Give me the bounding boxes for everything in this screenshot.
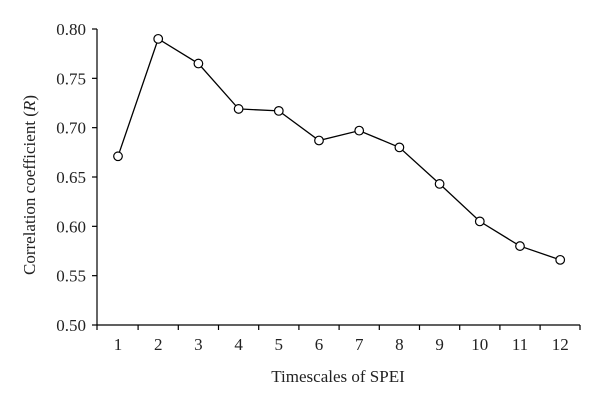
data-point [193,58,204,69]
data-point [434,179,445,189]
data-point [273,105,284,116]
y-tick-label: 0.65 [56,168,86,187]
y-axis-title-prefix: Correlation coefficient ( [20,111,39,275]
data-point [515,241,525,251]
x-tick-label: 8 [395,335,404,354]
x-tick-label: 5 [275,335,284,354]
x-ticks: 1 2 3 4 5 6 7 8 9 10 11 12 [96,325,581,354]
data-point [233,104,244,114]
x-tick-label: 4 [234,335,243,354]
x-tick-label: 1 [114,335,123,354]
y-tick-label: 0.80 [56,20,86,39]
x-tick-label: 3 [194,335,203,354]
data-points [113,33,566,265]
data-point [394,142,405,153]
y-tick-label: 0.50 [56,316,86,335]
data-point [474,216,485,227]
x-tick-label: 12 [552,335,569,354]
y-axis-title-symbol: R [20,100,39,112]
x-tick-label: 7 [355,335,364,354]
data-point [555,254,566,265]
data-point [153,33,164,44]
y-tick-label: 0.60 [56,217,86,236]
data-point [314,135,324,146]
y-tick-label: 0.75 [56,69,86,88]
data-point [113,151,123,162]
x-tick-label: 9 [435,335,444,354]
x-axis-title: Timescales of SPEI [271,367,405,386]
x-tick-label: 11 [512,335,528,354]
x-tick-label: 2 [154,335,163,354]
y-tick-label: 0.70 [56,119,86,138]
y-axis-title-suffix: ) [20,95,39,101]
y-tick-label: 0.55 [56,267,86,286]
series-line [117,37,561,261]
data-point [354,125,365,136]
x-tick-label: 6 [315,335,324,354]
y-ticks: 0.50 0.55 0.60 0.65 0.70 0.75 0.80 [56,20,97,335]
x-tick-label: 10 [471,335,488,354]
y-axis-title: Correlation coefficient (R) [20,95,39,275]
plot-area: 0.500.550.600.650.700.750.80 1 2 3 4 5 6 7 8 9 10… [56,20,581,354]
